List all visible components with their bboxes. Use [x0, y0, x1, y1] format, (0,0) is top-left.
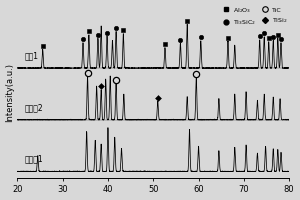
- Text: 对比例1: 对比例1: [24, 155, 43, 164]
- Text: 对比例2: 对比例2: [24, 103, 43, 112]
- Text: 实例1: 实例1: [24, 51, 38, 60]
- Legend: Al$_2$O$_3$, Ti$_3$SiC$_2$, TiC, TiSi$_2$: Al$_2$O$_3$, Ti$_3$SiC$_2$, TiC, TiSi$_2…: [219, 5, 289, 27]
- Y-axis label: Intensity(a.u.): Intensity(a.u.): [6, 63, 15, 122]
